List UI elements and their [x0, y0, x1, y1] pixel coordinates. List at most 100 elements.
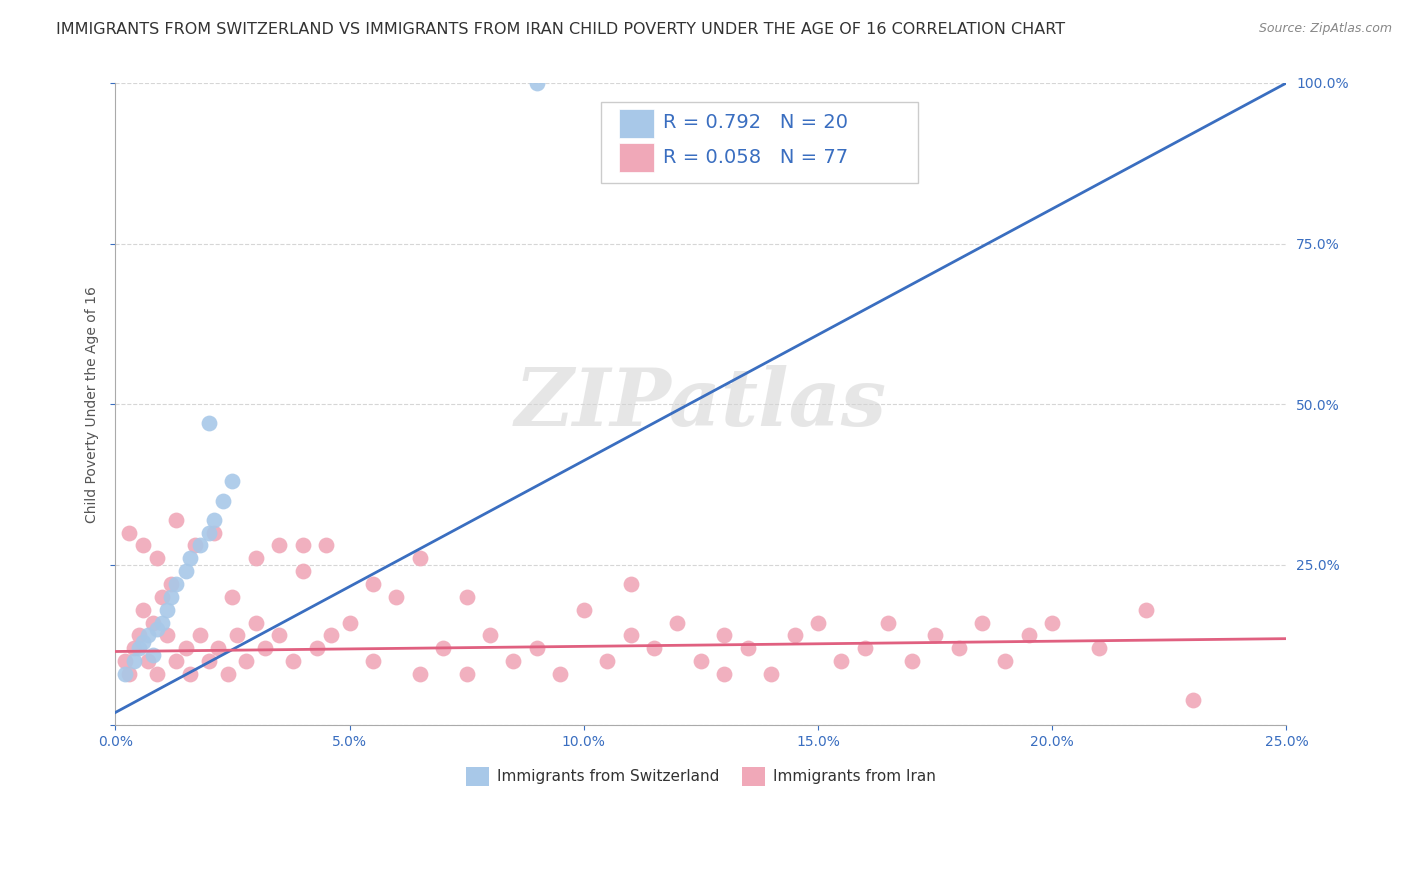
Point	[207, 641, 229, 656]
Point	[269, 539, 291, 553]
Point	[361, 654, 384, 668]
Bar	[619, 109, 654, 137]
Point	[184, 539, 207, 553]
Point	[142, 615, 165, 630]
Point	[339, 615, 361, 630]
Point	[526, 76, 548, 90]
Point	[136, 628, 159, 642]
Point	[226, 628, 249, 642]
Point	[114, 667, 136, 681]
Text: ZIPatlas: ZIPatlas	[515, 366, 887, 443]
Point	[198, 654, 221, 668]
Point	[807, 615, 830, 630]
Point	[456, 667, 478, 681]
Point	[221, 590, 243, 604]
Point	[221, 475, 243, 489]
Point	[526, 641, 548, 656]
Point	[156, 603, 179, 617]
Point	[160, 590, 183, 604]
Point	[319, 628, 342, 642]
Point	[1018, 628, 1040, 642]
Text: IMMIGRANTS FROM SWITZERLAND VS IMMIGRANTS FROM IRAN CHILD POVERTY UNDER THE AGE : IMMIGRANTS FROM SWITZERLAND VS IMMIGRANT…	[56, 22, 1066, 37]
Point	[924, 628, 946, 642]
Point	[550, 667, 572, 681]
Point	[174, 564, 197, 578]
Point	[479, 628, 502, 642]
Point	[572, 603, 595, 617]
Point	[132, 603, 155, 617]
Point	[245, 551, 267, 566]
Text: Source: ZipAtlas.com: Source: ZipAtlas.com	[1258, 22, 1392, 36]
Point	[122, 641, 145, 656]
Point	[456, 590, 478, 604]
Point	[165, 654, 187, 668]
Point	[128, 641, 150, 656]
Point	[136, 654, 159, 668]
Point	[1088, 641, 1111, 656]
Point	[970, 615, 993, 630]
Point	[202, 525, 225, 540]
Point	[245, 615, 267, 630]
Text: R = 0.792   N = 20: R = 0.792 N = 20	[664, 113, 848, 132]
Point	[385, 590, 408, 604]
Point	[142, 648, 165, 662]
Point	[150, 590, 173, 604]
Legend: Immigrants from Switzerland, Immigrants from Iran: Immigrants from Switzerland, Immigrants …	[460, 761, 942, 791]
FancyBboxPatch shape	[602, 103, 918, 183]
Text: R = 0.058   N = 77: R = 0.058 N = 77	[664, 148, 848, 167]
Point	[877, 615, 900, 630]
Point	[146, 622, 169, 636]
Point	[409, 667, 432, 681]
Point	[830, 654, 852, 668]
Point	[737, 641, 759, 656]
Point	[283, 654, 305, 668]
Point	[948, 641, 970, 656]
Point	[156, 628, 179, 642]
Point	[759, 667, 782, 681]
Point	[165, 577, 187, 591]
Point	[783, 628, 806, 642]
Bar	[619, 144, 654, 172]
Point	[165, 513, 187, 527]
Point	[174, 641, 197, 656]
Point	[132, 539, 155, 553]
Point	[254, 641, 277, 656]
Point	[118, 667, 141, 681]
Point	[114, 654, 136, 668]
Point	[620, 628, 643, 642]
Point	[1040, 615, 1063, 630]
Point	[179, 667, 201, 681]
Point	[188, 628, 211, 642]
Point	[291, 564, 314, 578]
Point	[596, 654, 619, 668]
Point	[150, 615, 173, 630]
Y-axis label: Child Poverty Under the Age of 16: Child Poverty Under the Age of 16	[86, 285, 100, 523]
Point	[146, 551, 169, 566]
Point	[620, 577, 643, 591]
Point	[122, 654, 145, 668]
Point	[128, 628, 150, 642]
Point	[689, 654, 711, 668]
Point	[713, 628, 735, 642]
Point	[118, 525, 141, 540]
Point	[160, 577, 183, 591]
Point	[179, 551, 201, 566]
Point	[1135, 603, 1157, 617]
Point	[269, 628, 291, 642]
Point	[994, 654, 1017, 668]
Point	[900, 654, 922, 668]
Point	[361, 577, 384, 591]
Point	[1181, 692, 1204, 706]
Point	[217, 667, 239, 681]
Point	[713, 667, 735, 681]
Point	[432, 641, 454, 656]
Point	[853, 641, 876, 656]
Point	[291, 539, 314, 553]
Point	[146, 667, 169, 681]
Point	[212, 493, 235, 508]
Point	[202, 513, 225, 527]
Point	[305, 641, 328, 656]
Point	[198, 417, 221, 431]
Point	[198, 525, 221, 540]
Point	[188, 539, 211, 553]
